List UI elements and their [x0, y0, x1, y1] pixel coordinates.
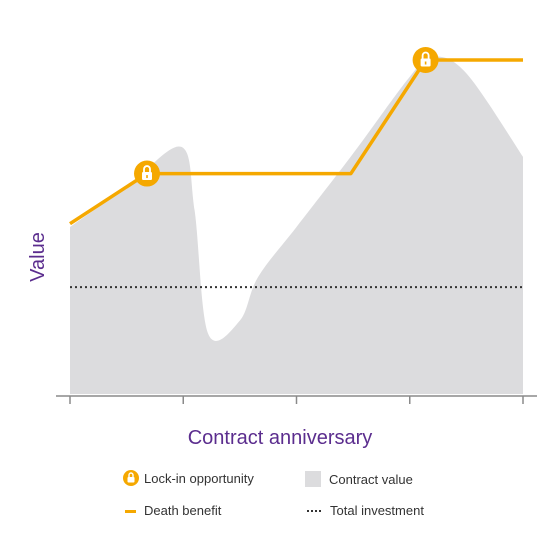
lock-icon	[412, 47, 439, 73]
contract-value-area	[70, 56, 523, 394]
legend-label: Contract value	[329, 472, 413, 487]
lock-shackle	[143, 165, 151, 173]
lock-icon	[134, 160, 161, 187]
grey-square-icon	[305, 471, 321, 487]
legend-item-contract-value: Contract value	[305, 471, 413, 487]
legend-label: Lock-in opportunity	[144, 471, 254, 486]
lock-shackle	[421, 51, 430, 59]
legend-item-lock-in: Lock-in opportunity	[123, 470, 254, 486]
legend-item-death-benefit: Death benefit	[125, 503, 222, 518]
lock-keyhole	[424, 61, 427, 65]
legend: Lock-in opportunity Contract value Death…	[123, 470, 424, 518]
lock-keyhole	[146, 175, 148, 179]
x-axis-title: Contract anniversary	[188, 427, 373, 449]
lock-icon	[123, 470, 139, 486]
death-benefit-line	[69, 58, 523, 226]
y-axis-title: Value	[27, 232, 49, 282]
legend-label: Total investment	[330, 503, 424, 518]
legend-label: Death benefit	[144, 503, 222, 518]
plot-area	[69, 47, 523, 394]
x-axis	[56, 395, 537, 404]
orange-dash-icon	[125, 510, 136, 513]
legend-item-total-investment: Total investment	[307, 503, 424, 518]
